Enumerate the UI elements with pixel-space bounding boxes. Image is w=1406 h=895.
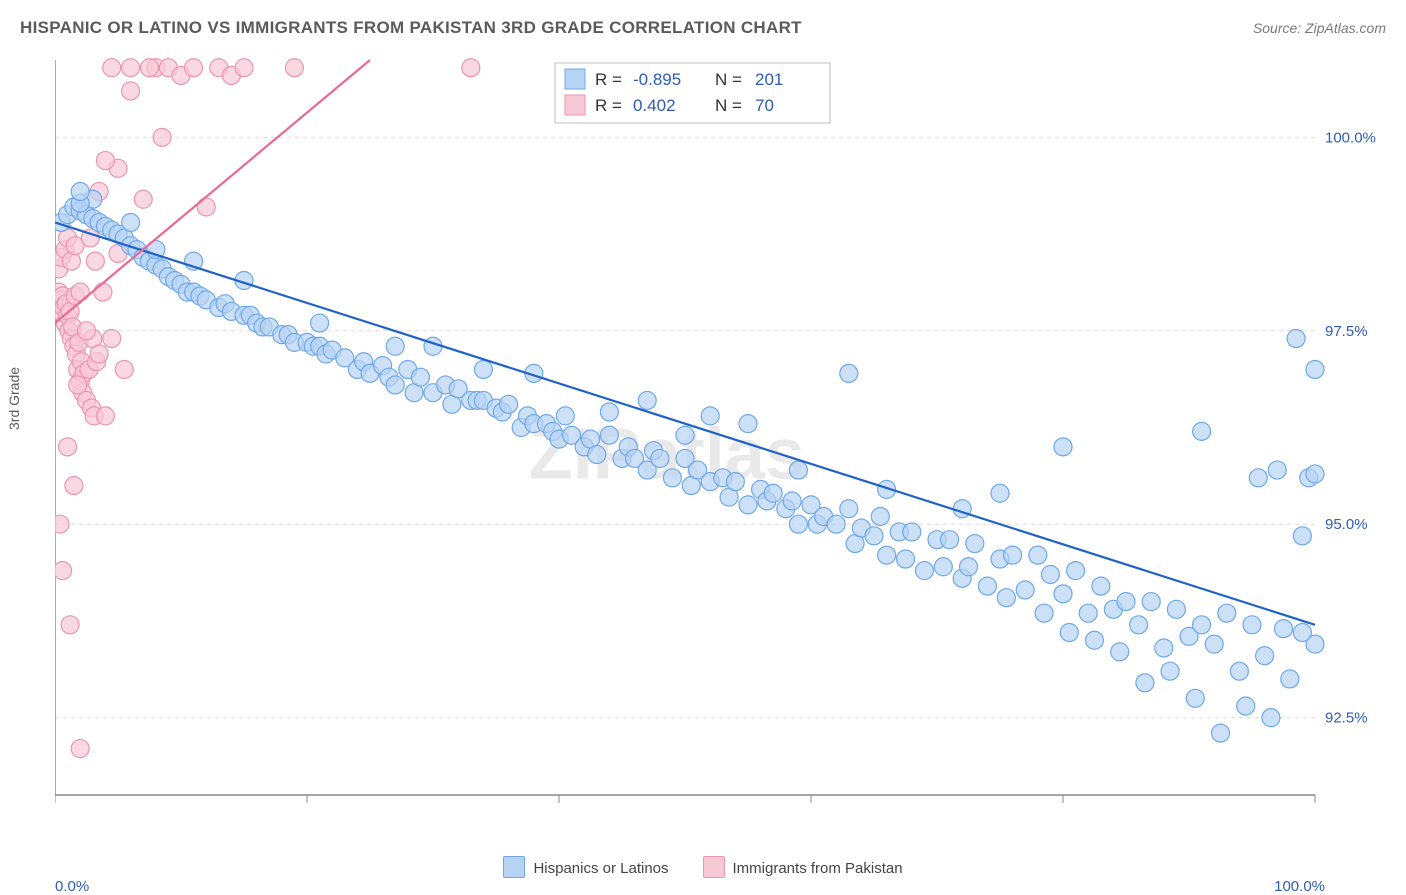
svg-text:100.0%: 100.0% bbox=[1325, 129, 1376, 146]
x-min-label: 0.0% bbox=[55, 878, 89, 895]
legend-label-pink: Immigrants from Pakistan bbox=[733, 860, 903, 877]
bottom-legend: Hispanics or Latinos Immigrants from Pak… bbox=[0, 856, 1406, 878]
y-axis-label: 3rd Grade bbox=[6, 367, 22, 430]
svg-text:N =: N = bbox=[715, 70, 742, 89]
chart-area: 92.5%95.0%97.5%100.0%ZIPatlasR =-0.895N … bbox=[55, 55, 1385, 825]
svg-text:R =: R = bbox=[595, 96, 622, 115]
svg-text:92.5%: 92.5% bbox=[1325, 710, 1368, 727]
legend-item-blue: Hispanics or Latinos bbox=[503, 856, 668, 878]
svg-text:97.5%: 97.5% bbox=[1325, 323, 1368, 340]
legend-swatch-blue bbox=[503, 856, 525, 878]
source-prefix: Source: bbox=[1253, 20, 1305, 36]
source-name: ZipAtlas.com bbox=[1305, 20, 1386, 36]
svg-text:N =: N = bbox=[715, 96, 742, 115]
scatter-plot-svg: 92.5%95.0%97.5%100.0%ZIPatlasR =-0.895N … bbox=[55, 55, 1385, 825]
legend-swatch-pink bbox=[703, 856, 725, 878]
svg-text:201: 201 bbox=[755, 70, 783, 89]
legend-item-pink: Immigrants from Pakistan bbox=[703, 856, 903, 878]
legend-label-blue: Hispanics or Latinos bbox=[533, 860, 668, 877]
chart-title: HISPANIC OR LATINO VS IMMIGRANTS FROM PA… bbox=[20, 18, 802, 38]
svg-text:95.0%: 95.0% bbox=[1325, 516, 1368, 533]
svg-text:-0.895: -0.895 bbox=[633, 70, 681, 89]
svg-text:70: 70 bbox=[755, 96, 774, 115]
x-max-label: 100.0% bbox=[1274, 878, 1325, 895]
svg-text:R =: R = bbox=[595, 70, 622, 89]
source-label: Source: ZipAtlas.com bbox=[1253, 20, 1386, 38]
svg-text:0.402: 0.402 bbox=[633, 96, 676, 115]
